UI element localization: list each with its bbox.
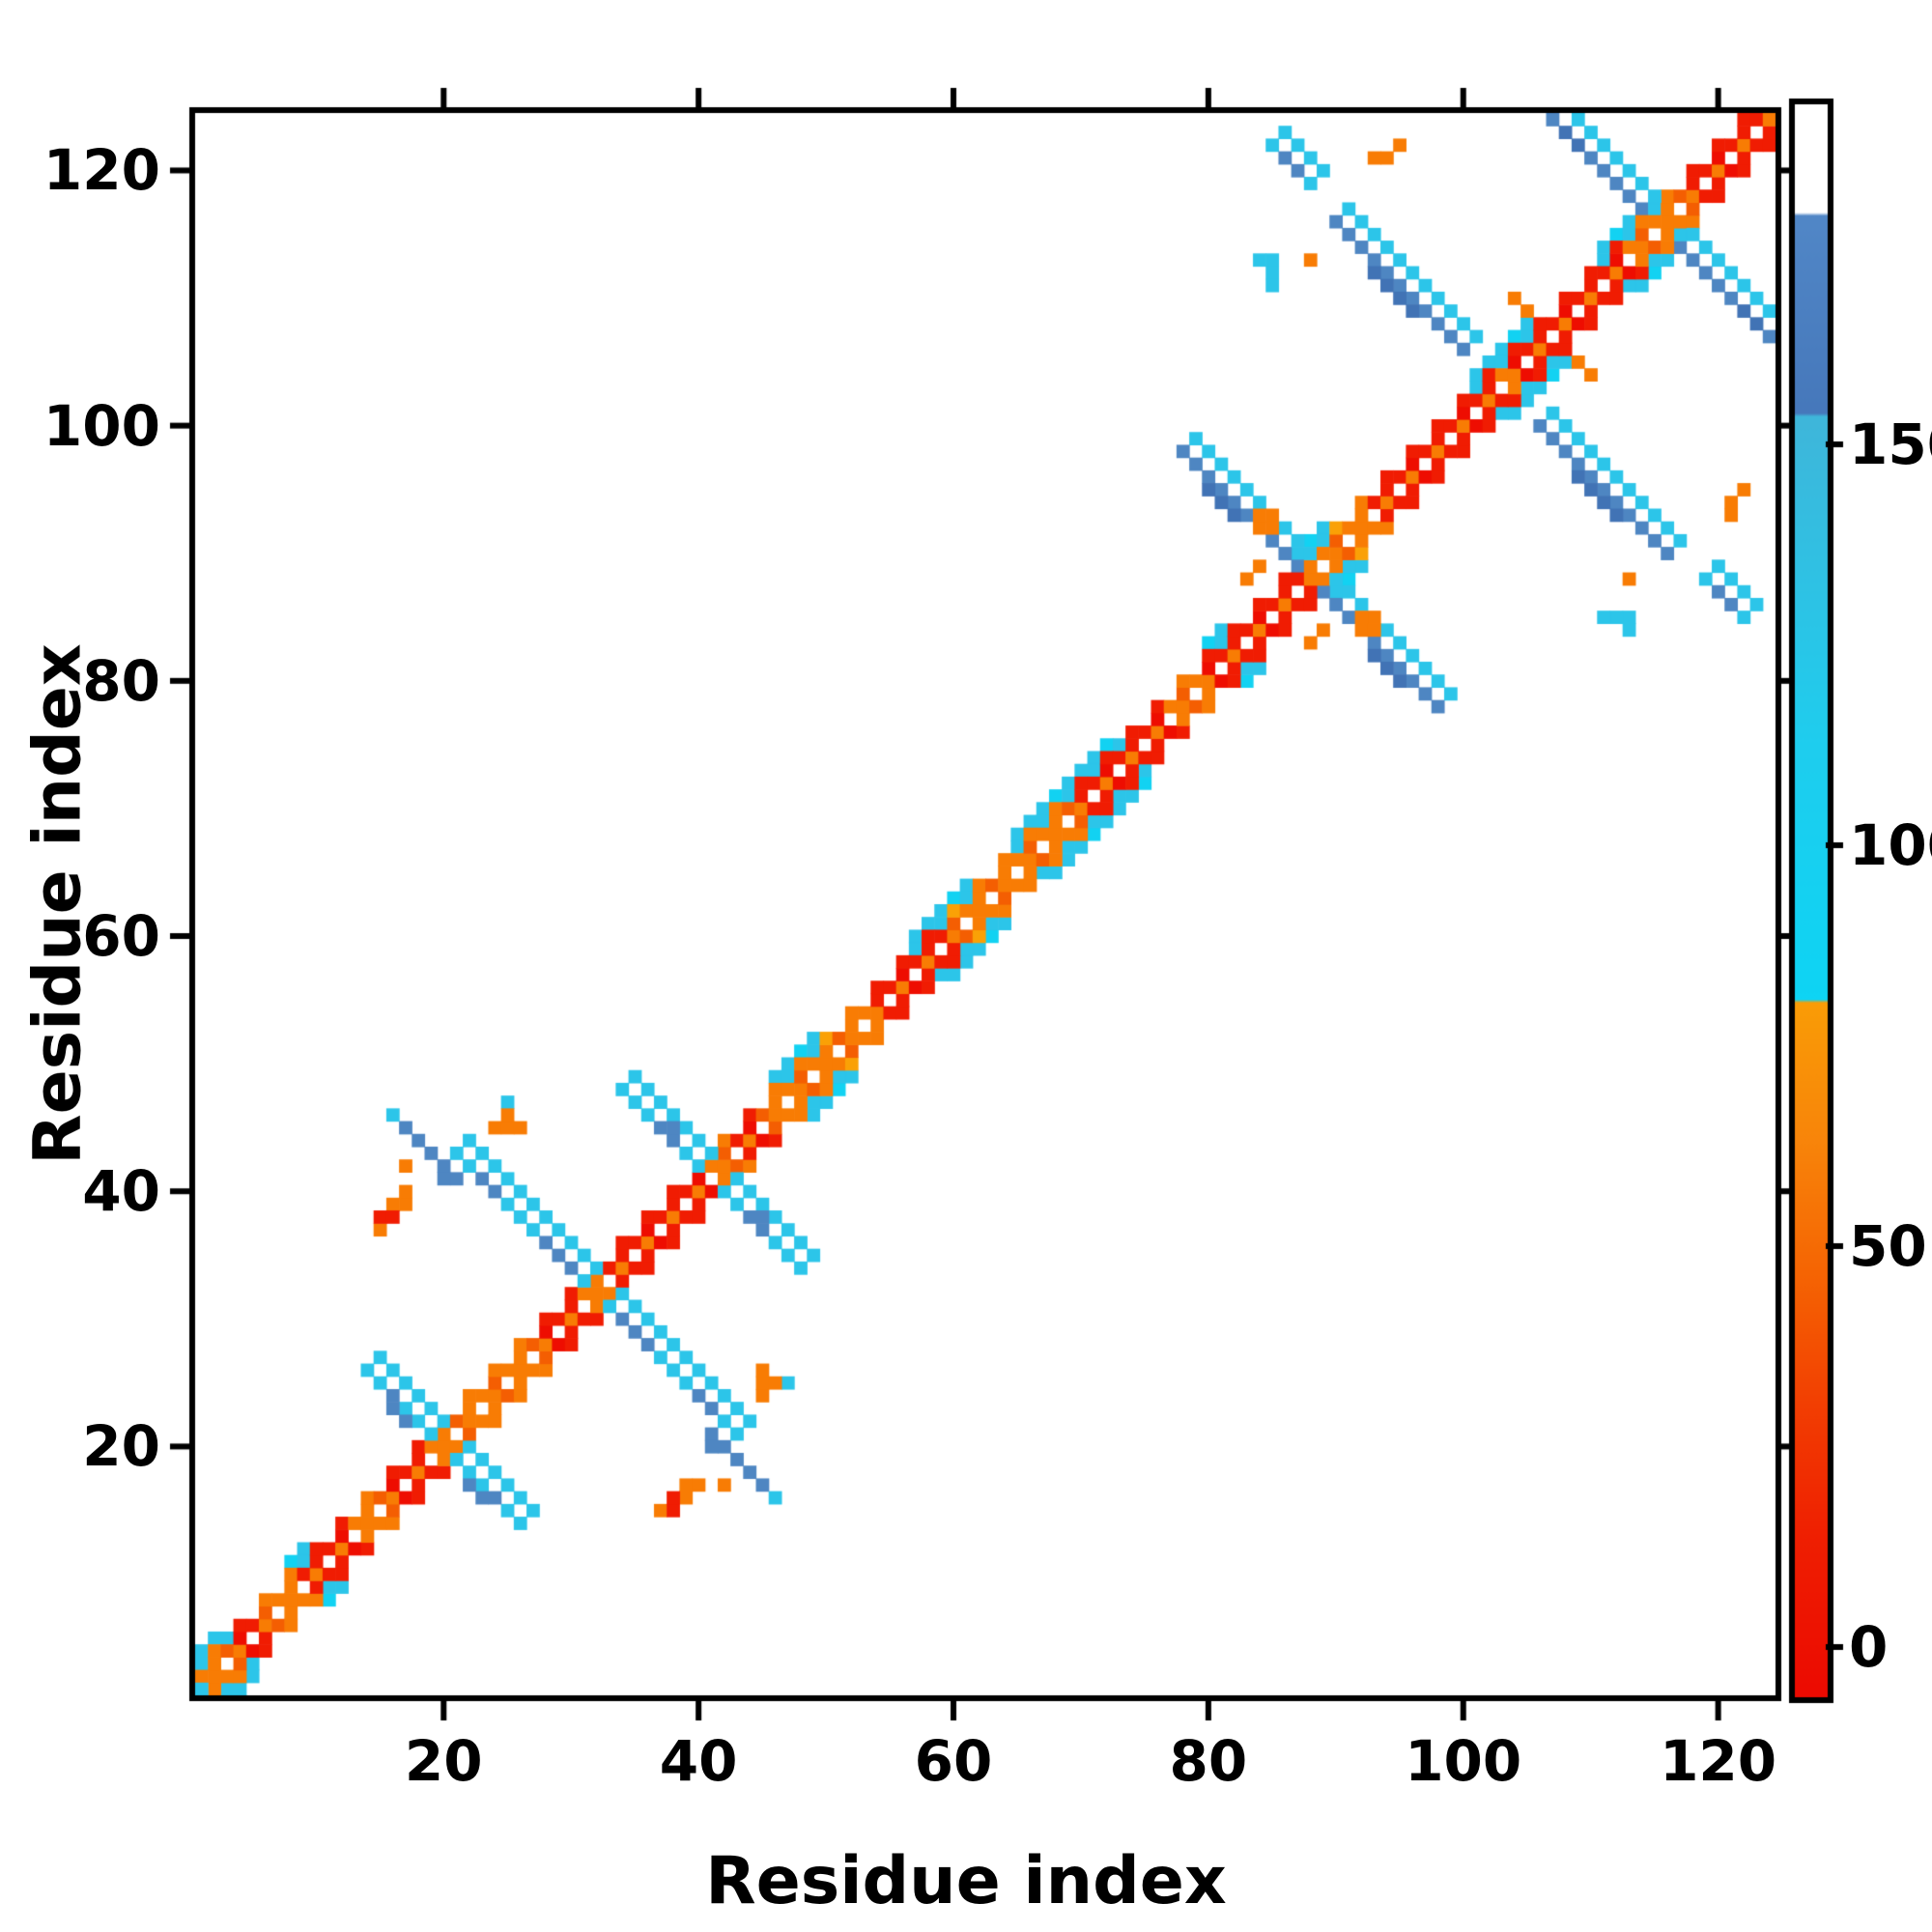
colorbar-tick-label: 0 xyxy=(1849,1614,1889,1680)
x-tick-label: 60 xyxy=(914,1728,993,1794)
y-tick-label: 120 xyxy=(43,137,160,204)
colorbar-tick-label: 100 xyxy=(1849,812,1932,878)
y-tick-label: 40 xyxy=(82,1158,160,1225)
x-tick-label: 100 xyxy=(1405,1728,1522,1794)
colorbar-tick-label: 50 xyxy=(1849,1213,1927,1279)
x-tick-label: 120 xyxy=(1660,1728,1777,1794)
y-tick-label: 20 xyxy=(82,1413,160,1480)
x-tick-label: 40 xyxy=(659,1728,738,1794)
y-tick-label: 100 xyxy=(43,392,160,459)
colorbar-tick-label: 150 xyxy=(1849,412,1932,477)
x-tick-label: 80 xyxy=(1169,1728,1248,1794)
x-tick-label: 20 xyxy=(404,1728,483,1794)
y-tick-label: 60 xyxy=(82,903,160,970)
y-tick-label: 80 xyxy=(82,647,160,714)
x-axis-title: Residue index xyxy=(705,1843,1227,1919)
